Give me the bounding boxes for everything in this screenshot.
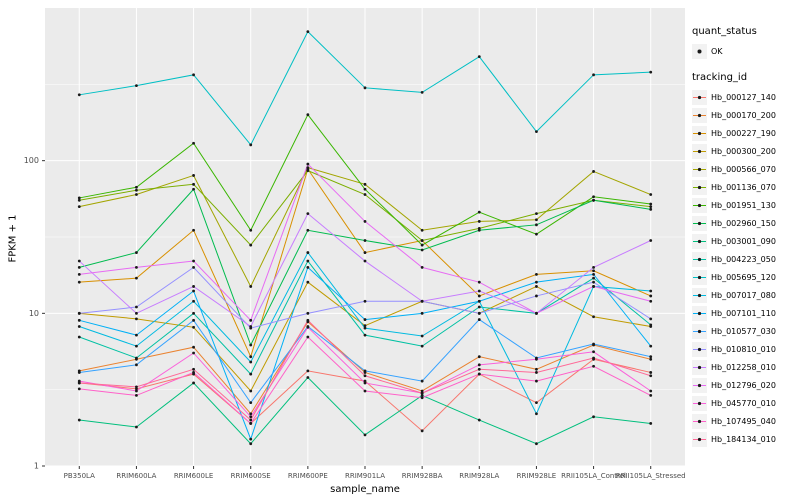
legend-item-label: Hb_184134_010 bbox=[711, 434, 776, 444]
legend-item-tracking: Hb_010810_010 bbox=[692, 340, 798, 358]
line-point-swatch-icon bbox=[692, 305, 707, 321]
svg-text:PB350LA: PB350LA bbox=[64, 472, 95, 480]
line-point-swatch-icon bbox=[692, 323, 707, 339]
legend-item-label: Hb_000300_200 bbox=[711, 146, 776, 156]
legend-item-tracking: Hb_007017_080 bbox=[692, 286, 798, 304]
legend-item-label: Hb_107495_040 bbox=[711, 416, 776, 426]
legend-item-label: Hb_010577_030 bbox=[711, 326, 776, 336]
legend-item-tracking: Hb_000227_190 bbox=[692, 124, 798, 142]
line-point-swatch-icon bbox=[692, 215, 707, 231]
svg-text:RRIM600LE: RRIM600LE bbox=[174, 472, 214, 480]
legend-item-label: Hb_000566_070 bbox=[711, 164, 776, 174]
legend-item-tracking: Hb_000566_070 bbox=[692, 160, 798, 178]
svg-text:100: 100 bbox=[24, 156, 39, 165]
x-axis-title: sample_name bbox=[330, 484, 400, 495]
legend-item-label: Hb_005695_120 bbox=[711, 272, 776, 282]
line-point-swatch-icon bbox=[692, 431, 707, 447]
svg-text:RRIM928LE: RRIM928LE bbox=[517, 472, 557, 480]
line-point-swatch-icon bbox=[692, 179, 707, 195]
legend-item-tracking: Hb_001951_130 bbox=[692, 196, 798, 214]
legend-item-tracking: Hb_005695_120 bbox=[692, 268, 798, 286]
legend-item-tracking: Hb_007101_110 bbox=[692, 304, 798, 322]
legend-item-tracking: Hb_010577_030 bbox=[692, 322, 798, 340]
svg-text:RRIM901LA: RRIM901LA bbox=[345, 472, 385, 480]
line-point-swatch-icon bbox=[692, 287, 707, 303]
svg-text:RRIM600LA: RRIM600LA bbox=[116, 472, 156, 480]
legend-item-label: Hb_010810_010 bbox=[711, 344, 776, 354]
legend-item-tracking: Hb_045770_010 bbox=[692, 394, 798, 412]
line-point-swatch-icon bbox=[692, 233, 707, 249]
legend-item-label: Hb_007017_080 bbox=[711, 290, 776, 300]
legend-item-tracking: Hb_000300_200 bbox=[692, 142, 798, 160]
legend-item-tracking: Hb_184134_010 bbox=[692, 430, 798, 448]
legend-item-label: Hb_001136_070 bbox=[711, 182, 776, 192]
point-shape-icon bbox=[692, 43, 707, 59]
line-point-swatch-icon bbox=[692, 341, 707, 357]
line-point-swatch-icon bbox=[692, 395, 707, 411]
legend-item-tracking: Hb_012258_010 bbox=[692, 358, 798, 376]
line-point-swatch-icon bbox=[692, 161, 707, 177]
line-point-swatch-icon bbox=[692, 269, 707, 285]
legend-item-label: Hb_000127_140 bbox=[711, 92, 776, 102]
line-point-swatch-icon bbox=[692, 359, 707, 375]
legend-item-tracking: Hb_004223_050 bbox=[692, 250, 798, 268]
svg-text:RRIM600PE: RRIM600PE bbox=[288, 472, 328, 480]
legend-item-tracking: Hb_001136_070 bbox=[692, 178, 798, 196]
svg-text:10: 10 bbox=[29, 309, 39, 318]
legend-tracking-id-items: Hb_000127_140 Hb_000170_200 Hb_000227_190 H… bbox=[692, 88, 798, 448]
line-point-swatch-icon bbox=[692, 377, 707, 393]
line-point-swatch-icon bbox=[692, 125, 707, 141]
line-point-swatch-icon bbox=[692, 143, 707, 159]
legend-item-label: Hb_012258_010 bbox=[711, 362, 776, 372]
legend-item-label: Hb_000170_200 bbox=[711, 110, 776, 120]
legend-item-label: Hb_003001_090 bbox=[711, 236, 776, 246]
svg-text:RRII105LA_Stressed: RRII105LA_Stressed bbox=[616, 472, 686, 480]
legend-item-label: OK bbox=[711, 46, 723, 56]
y-axis-title: FPKM + 1 bbox=[7, 214, 19, 263]
legend-item-tracking: Hb_000127_140 bbox=[692, 88, 798, 106]
legend-item-label: Hb_001951_130 bbox=[711, 200, 776, 210]
legend-item-label: Hb_045770_010 bbox=[711, 398, 776, 408]
line-point-swatch-icon bbox=[692, 251, 707, 267]
line-point-swatch-icon bbox=[692, 107, 707, 123]
legend-title-tracking-id: tracking_id bbox=[692, 72, 748, 83]
legend-item-quant-ok: OK bbox=[692, 42, 798, 60]
legend-item-tracking: Hb_107495_040 bbox=[692, 412, 798, 430]
svg-text:RRIM928LA: RRIM928LA bbox=[459, 472, 499, 480]
plot-panel: 1 10 100 PB350LA RRIM600LA RRIM600LE RRIM600SE… bbox=[24, 8, 686, 480]
legend-item-label: Hb_012796_020 bbox=[711, 380, 776, 390]
legend-item-label: Hb_004223_050 bbox=[711, 254, 776, 264]
legend-item-label: Hb_000227_190 bbox=[711, 128, 776, 138]
legend-title-quant-status: quant_status bbox=[692, 26, 757, 37]
line-point-swatch-icon bbox=[692, 197, 707, 213]
line-point-swatch-icon bbox=[692, 413, 707, 429]
svg-text:RRII105LA_Control: RRII105LA_Control bbox=[561, 472, 626, 480]
legend-item-tracking: Hb_002960_150 bbox=[692, 214, 798, 232]
legend-item-tracking: Hb_000170_200 bbox=[692, 106, 798, 124]
legend-item-tracking: Hb_012796_020 bbox=[692, 376, 798, 394]
svg-text:1: 1 bbox=[34, 462, 39, 471]
legend-item-label: Hb_002960_150 bbox=[711, 218, 776, 228]
svg-text:RRIM928BA: RRIM928BA bbox=[402, 472, 443, 480]
legend-item-tracking: Hb_003001_090 bbox=[692, 232, 798, 250]
line-point-swatch-icon bbox=[692, 89, 707, 105]
legend-item-label: Hb_007101_110 bbox=[711, 308, 776, 318]
svg-text:RRIM600SE: RRIM600SE bbox=[231, 472, 271, 480]
legend: quant_status OK tracking_id Hb_000127_14… bbox=[692, 26, 798, 448]
